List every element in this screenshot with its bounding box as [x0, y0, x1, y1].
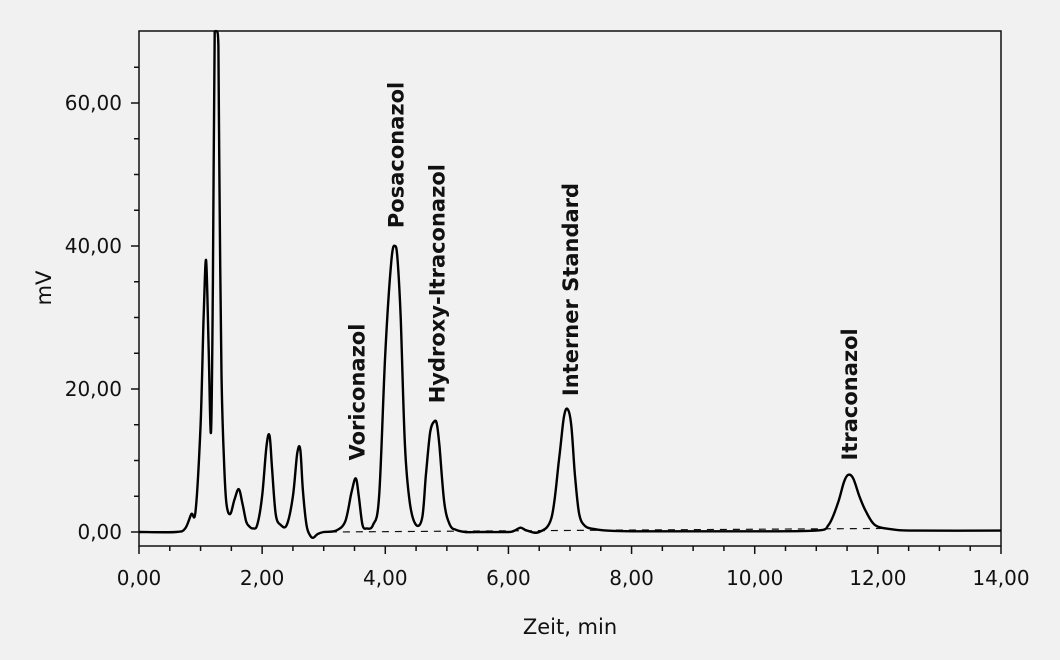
- x-tick-label: 2,00: [240, 566, 285, 590]
- y-tick-label: 60,00: [65, 91, 122, 115]
- x-tick-label: 4,00: [363, 566, 408, 590]
- y-tick-label: 40,00: [65, 234, 122, 258]
- y-axis-title: mV: [32, 270, 56, 305]
- y-tick-label: 0,00: [77, 520, 122, 544]
- peak-label: Hydroxy-Itraconazol: [426, 164, 450, 403]
- y-tick-label: 20,00: [65, 377, 122, 401]
- x-axis-ticks: 0,00 2,00 4,00 6,00 8,00 10,00 12,00 14,00: [117, 546, 1030, 590]
- peak-labels: Voriconazol Posaconazol Hydroxy-Itraconazo…: [346, 82, 863, 461]
- x-tick-label: 0,00: [117, 566, 162, 590]
- peak-label: Voriconazol: [346, 324, 370, 461]
- series-line: [138, 29, 1002, 539]
- minor-ticks: [134, 66, 971, 551]
- x-tick-label: 8,00: [609, 566, 654, 590]
- x-axis-title: Zeit, min: [523, 615, 617, 639]
- x-tick-label: 14,00: [972, 566, 1029, 590]
- x-tick-label: 10,00: [726, 566, 783, 590]
- x-tick-label: 12,00: [849, 566, 906, 590]
- y-axis-ticks: 0,00 20,00 40,00 60,00: [65, 91, 139, 544]
- peak-label: Posaconazol: [384, 82, 408, 228]
- peak-label: Itraconazol: [838, 328, 862, 460]
- x-tick-label: 6,00: [486, 566, 531, 590]
- peak-label: Interner Standard: [559, 183, 583, 396]
